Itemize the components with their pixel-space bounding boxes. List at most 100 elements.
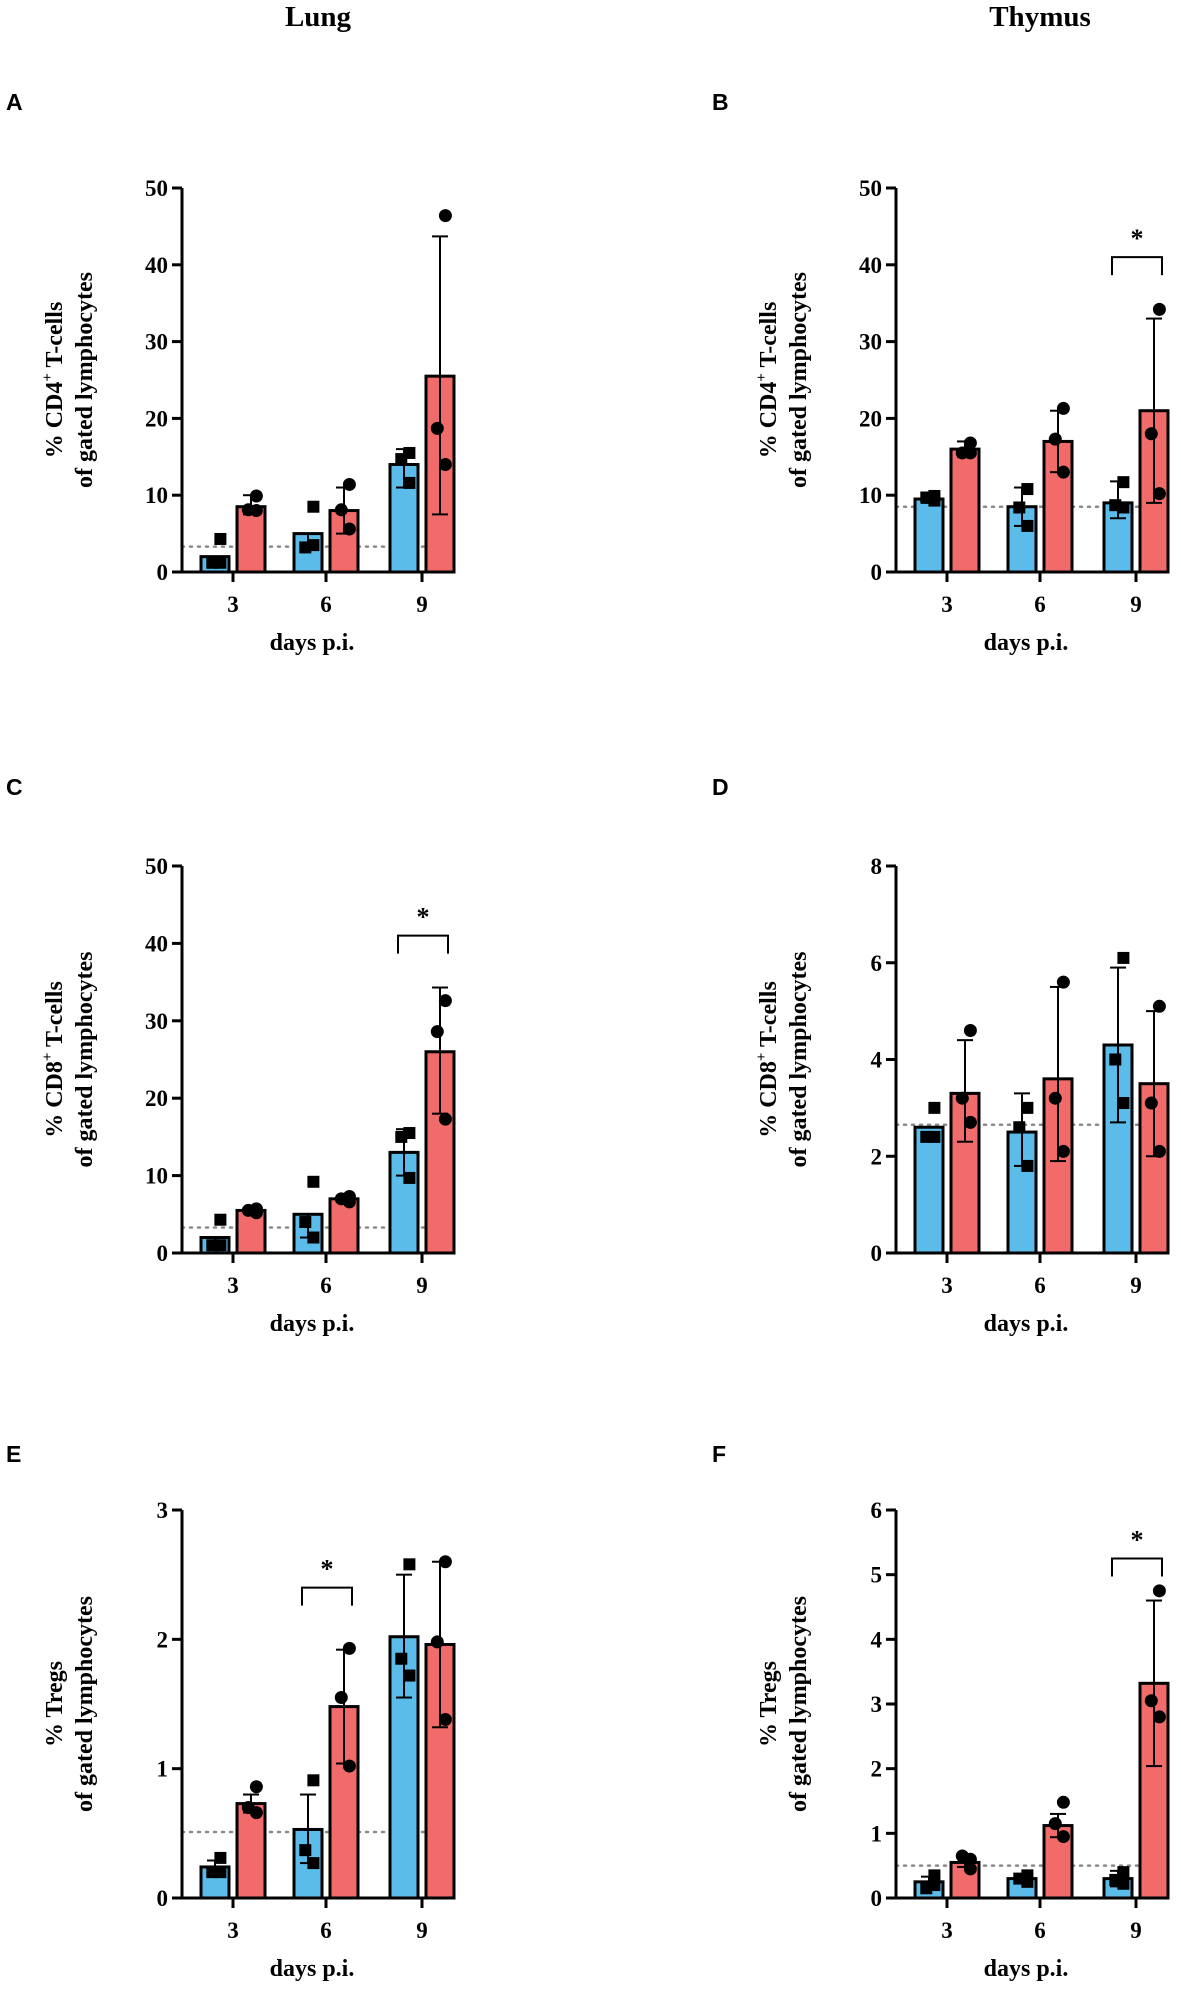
column-title-thymus: Thymus	[989, 1, 1091, 33]
x-axis-title: days p.i.	[984, 1956, 1069, 1982]
x-axis-title: days p.i.	[984, 1311, 1069, 1337]
x-tick-label: 3	[227, 592, 239, 617]
y-axis-title: % CD4+ T-cells	[40, 302, 68, 459]
y-tick-label: 30	[145, 330, 168, 355]
panel-letter: F	[712, 1441, 726, 1467]
y-axis-title-main: % CD8	[42, 1061, 68, 1138]
bar-red-6	[328, 1705, 360, 1900]
panel-letter: E	[6, 1441, 21, 1467]
y-axis-title-main: % Tregs	[42, 1661, 68, 1747]
data-point-square	[214, 1213, 227, 1226]
data-point-square	[928, 1101, 941, 1114]
significance-star: *	[1131, 224, 1144, 253]
bar-red-3	[949, 447, 981, 574]
x-tick-label: 3	[941, 1273, 953, 1298]
data-point-square	[395, 453, 408, 466]
data-point-circle	[1048, 1817, 1062, 1831]
y-tick-label: 8	[871, 854, 883, 879]
data-point-square	[307, 1175, 320, 1188]
y-tick-label: 10	[145, 483, 168, 508]
data-point-circle	[249, 504, 263, 518]
x-tick-label: 6	[1034, 1918, 1046, 1943]
data-point-square	[1013, 1121, 1026, 1134]
y-tick-label: 30	[145, 1009, 168, 1034]
x-tick-label: 9	[1130, 1918, 1142, 1943]
data-point-circle	[1048, 432, 1062, 446]
data-point-circle	[963, 1115, 977, 1129]
data-point-square	[214, 556, 227, 569]
data-point-square	[214, 1239, 227, 1252]
data-point-circle	[430, 421, 444, 435]
y-axis-title: % CD8+ T-cells	[754, 981, 782, 1138]
data-point-square	[214, 1866, 227, 1879]
y-axis-title: % Tregs	[42, 1661, 68, 1747]
x-tick-label: 9	[416, 1918, 428, 1943]
data-point-square	[1117, 1097, 1130, 1110]
data-point-square	[928, 1130, 941, 1143]
x-tick-label: 9	[1130, 1273, 1142, 1298]
data-point-circle	[342, 477, 356, 491]
data-point-square	[1021, 483, 1034, 496]
bar-red-3	[235, 1802, 267, 1900]
data-point-square	[307, 1231, 320, 1244]
y-tick-label: 1	[157, 1757, 169, 1782]
data-point-square	[1021, 1875, 1034, 1888]
y-tick-label: 0	[871, 560, 883, 585]
y-axis-title-main: % Tregs	[756, 1661, 782, 1747]
data-point-circle	[963, 436, 977, 450]
x-tick-label: 9	[416, 1273, 428, 1298]
data-point-circle	[1048, 1091, 1062, 1105]
data-point-circle	[249, 489, 263, 503]
y-axis-title-line2: of gated lymphocytes	[786, 272, 812, 488]
significance-star: *	[417, 903, 430, 932]
data-point-circle	[342, 522, 356, 536]
panel-letter: C	[6, 774, 23, 800]
data-point-square	[1021, 519, 1034, 532]
significance-star: *	[321, 1555, 334, 1584]
x-axis-title: days p.i.	[270, 1956, 355, 1982]
y-tick-label: 2	[157, 1627, 169, 1652]
y-axis-title-sup: +	[40, 373, 56, 382]
y-axis-title-main: % CD4	[42, 382, 68, 459]
bar-red-3	[235, 505, 267, 574]
data-point-square	[214, 1851, 227, 1864]
y-axis-title-sup: +	[754, 1053, 770, 1062]
data-point-circle	[342, 1189, 356, 1203]
y-tick-label: 4	[871, 1048, 883, 1073]
data-point-circle	[1152, 999, 1166, 1013]
data-point-circle	[1056, 1795, 1070, 1809]
panel-f: F 0 1 2 3 4 5 6 3 6 9 days p.i. % Tregs of gated lymp…	[712, 1441, 1170, 1982]
panel-letter: B	[712, 89, 729, 115]
data-point-square	[403, 476, 416, 489]
y-axis-title-line2: of gated lymphocytes	[72, 272, 98, 488]
data-point-circle	[334, 1691, 348, 1705]
y-tick-label: 6	[871, 1498, 883, 1523]
significance-star: *	[1131, 1526, 1144, 1555]
y-axis-title-tail: T-cells	[42, 981, 68, 1052]
data-point-circle	[1056, 975, 1070, 989]
data-point-square	[403, 1669, 416, 1682]
y-tick-label: 6	[871, 951, 883, 976]
significance-bracket	[1111, 1557, 1163, 1577]
y-tick-label: 10	[859, 483, 882, 508]
data-point-square	[403, 1558, 416, 1571]
data-point-circle	[1144, 1694, 1158, 1708]
data-point-square	[1117, 951, 1130, 964]
y-axis-title-sup: +	[754, 373, 770, 382]
x-tick-label: 9	[1130, 592, 1142, 617]
y-tick-label: 0	[157, 1886, 169, 1911]
data-point-circle	[1144, 1096, 1158, 1110]
data-point-circle	[1056, 1830, 1070, 1844]
data-point-circle	[955, 1091, 969, 1105]
data-point-square	[928, 494, 941, 507]
y-tick-label: 20	[145, 406, 168, 431]
data-point-square	[1117, 501, 1130, 514]
y-axis-title: % Tregs	[756, 1661, 782, 1747]
data-point-circle	[963, 1023, 977, 1037]
data-point-square	[395, 1130, 408, 1143]
y-tick-label: 20	[859, 406, 882, 431]
data-point-circle	[1056, 401, 1070, 415]
y-axis-title-main: % CD8	[756, 1061, 782, 1138]
y-tick-label: 40	[145, 253, 168, 278]
y-axis-title-line2: of gated lymphocytes	[72, 952, 98, 1168]
